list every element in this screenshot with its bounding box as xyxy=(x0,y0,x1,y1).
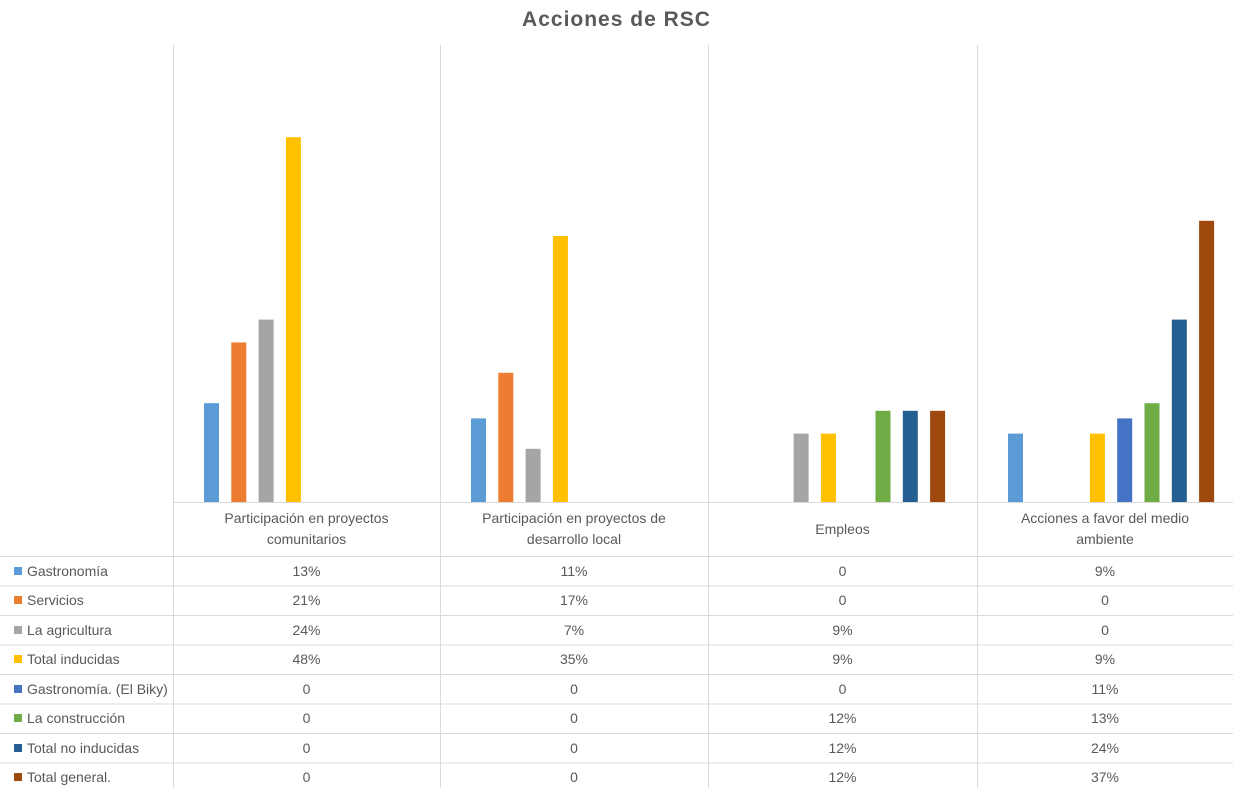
legend-swatch xyxy=(14,743,22,752)
data-label: 0 xyxy=(1101,621,1109,638)
data-label: 0 xyxy=(570,739,578,756)
data-label: 35% xyxy=(559,651,589,667)
data-label: 0 xyxy=(1101,592,1109,608)
bar xyxy=(1144,403,1160,502)
data-label: 37% xyxy=(1090,769,1120,785)
bar xyxy=(552,236,568,502)
data-label: 9% xyxy=(832,621,853,638)
table-row: La construcción 0 0 12% 13% xyxy=(0,704,1233,733)
series-name: Total no inducidas xyxy=(27,739,140,756)
bar xyxy=(902,410,918,502)
category-label: Acciones a favor del medio ambiente xyxy=(1020,510,1190,547)
data-label: 9% xyxy=(1094,651,1116,667)
legend-entry: Total inducidas xyxy=(14,645,120,674)
bar xyxy=(793,433,809,502)
bar xyxy=(258,319,274,502)
legend-entry: Total no inducidas xyxy=(14,733,139,762)
legend-entry: Total general. xyxy=(14,763,111,792)
data-label: 0 xyxy=(302,769,311,785)
legend-entry: Gastronomía xyxy=(14,556,108,585)
bar xyxy=(930,410,946,502)
data-label: 0 xyxy=(570,680,578,697)
legend-swatch xyxy=(14,655,22,663)
data-label: 12% xyxy=(828,769,857,785)
data-label: 0 xyxy=(302,680,311,697)
table-row: Total inducidas 48% 35% 9% 9% xyxy=(0,645,1233,674)
data-label: 21% xyxy=(292,592,321,608)
bar xyxy=(1117,418,1133,502)
legend-entry: Servicios xyxy=(14,586,84,615)
table-row: Gastronomía 13% 11% 0 9% xyxy=(0,556,1233,585)
legend-swatch xyxy=(14,596,22,604)
bar xyxy=(1171,319,1187,502)
category-label: Empleos xyxy=(815,520,870,537)
table-row: Total general. 0 0 12% 37% xyxy=(0,763,1233,792)
data-label: 0 xyxy=(302,710,311,726)
bar xyxy=(498,372,514,502)
series-name: Gastronomía xyxy=(27,562,108,579)
table-row: Servicios 21% 17% 0 0 xyxy=(0,586,1233,615)
legend-swatch xyxy=(14,773,22,781)
data-label: 0 xyxy=(302,739,311,756)
data-label: 13% xyxy=(1090,710,1120,726)
series-name: Total general. xyxy=(27,769,112,785)
category-label: Participación en proyectos de desarrollo… xyxy=(482,510,666,547)
bar xyxy=(875,410,891,502)
legend-entry: La agricultura xyxy=(14,615,112,644)
data-label: 17% xyxy=(559,592,589,608)
series-name: La agricultura xyxy=(27,621,112,638)
legend-swatch xyxy=(14,625,22,634)
data-label: 13% xyxy=(292,562,321,579)
data-label: 0 xyxy=(838,562,847,579)
bar xyxy=(204,403,219,502)
table-row: Total no inducidas 0 0 12% 24% xyxy=(0,733,1233,762)
legend-swatch xyxy=(14,714,22,722)
data-label: 24% xyxy=(1090,739,1120,756)
legend-entry: La construcción xyxy=(14,704,125,733)
series-name: La construcción xyxy=(27,710,126,726)
series-name: Gastronomía. (El Biky) xyxy=(27,680,168,697)
bar xyxy=(1089,433,1105,502)
chart-title: Acciones de RSC xyxy=(522,8,711,31)
bar xyxy=(525,448,541,502)
data-label: 0 xyxy=(838,592,847,608)
legend-swatch xyxy=(14,566,22,575)
series-name: Total inducidas xyxy=(27,651,120,667)
data-label: 0 xyxy=(838,680,847,697)
category-label: Participación en proyectos comunitarios xyxy=(224,510,389,547)
data-label: 9% xyxy=(832,651,853,667)
data-label: 11% xyxy=(560,562,588,579)
table-row: La agricultura 24% 7% 9% 0 xyxy=(0,615,1233,644)
data-label: 24% xyxy=(292,621,321,638)
data-label: 0 xyxy=(570,769,578,785)
data-label: 12% xyxy=(828,739,857,756)
series-name: Servicios xyxy=(27,592,84,608)
bar xyxy=(231,342,247,502)
data-label: 7% xyxy=(563,621,585,638)
bar xyxy=(285,137,301,502)
bar xyxy=(1008,433,1023,502)
bar xyxy=(471,418,486,502)
data-label: 9% xyxy=(1094,562,1116,579)
legend-entry: Gastronomía. (El Biky) xyxy=(14,674,168,703)
bar xyxy=(820,433,836,502)
bar xyxy=(1199,220,1215,503)
data-label: 48% xyxy=(292,651,321,667)
data-label: 11% xyxy=(1091,680,1119,697)
table-row: Gastronomía. (El Biky) 0 0 0 11% xyxy=(0,674,1233,703)
data-label: 12% xyxy=(828,710,857,726)
legend-swatch xyxy=(14,684,22,693)
data-label: 0 xyxy=(570,710,578,726)
